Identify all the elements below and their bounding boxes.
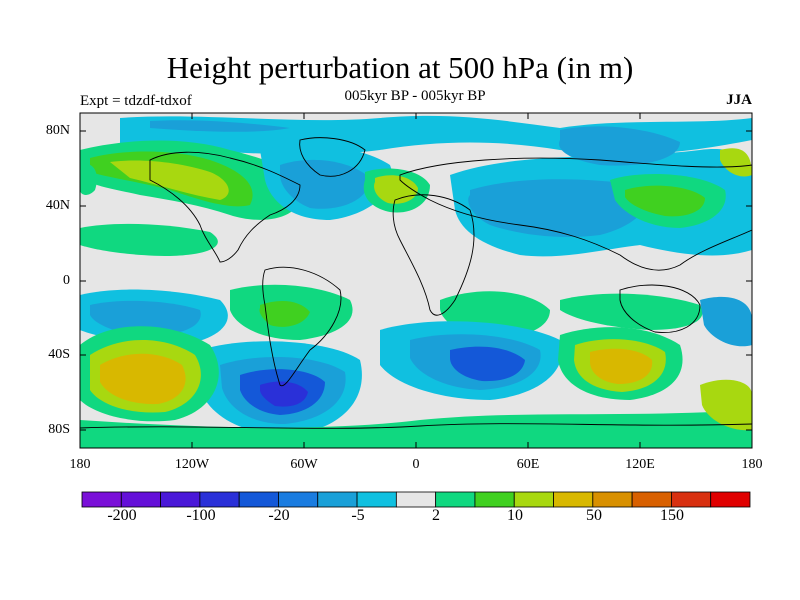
contour-blob: [468, 179, 648, 237]
colorbar-swatch: [435, 491, 476, 508]
colorbar-swatch: [120, 491, 161, 508]
colorbar-label: 50: [586, 507, 602, 524]
coastline-greenland: [299, 137, 366, 177]
contour-blob: [150, 120, 290, 132]
colorbar-swatch: [710, 491, 751, 508]
colorbar-swatch: [513, 491, 554, 508]
contour-blob: [100, 353, 186, 405]
contour-blob: [700, 379, 752, 431]
season-label: JJA: [726, 92, 752, 108]
lat-label: 40N: [45, 198, 70, 213]
colorbar-swatch: [553, 491, 594, 508]
contour-blob: [80, 223, 218, 256]
contour-blob: [450, 346, 525, 382]
contour-field: [80, 113, 752, 448]
contour-blob: [259, 300, 310, 327]
lat-label: 80N: [45, 123, 70, 138]
lat-label: 0: [63, 273, 70, 288]
colorbar-swatch: [592, 491, 633, 508]
lon-label: 180: [741, 457, 763, 472]
coastline-australia: [619, 284, 701, 333]
colorbar-swatch: [278, 491, 319, 508]
contour-blob: [720, 148, 752, 177]
chart-title: Height perturbation at 500 hPa (in m): [166, 50, 634, 85]
colorbar-label: 150: [660, 507, 684, 524]
coastline-antarctica: [80, 423, 752, 429]
contour-blob: [559, 126, 680, 166]
contour-blob: [80, 410, 752, 448]
coastline-north-america: [149, 151, 301, 263]
colorbar-label: -200: [107, 507, 137, 524]
colorbar-swatch: [317, 491, 358, 508]
colorbar: [81, 491, 751, 508]
lat-label: 80S: [48, 422, 70, 437]
contour-blob: [80, 164, 97, 195]
colorbar-swatch: [356, 491, 397, 508]
colorbar-swatch: [474, 491, 515, 508]
lat-label: 40S: [48, 347, 70, 362]
coastlines: [80, 137, 752, 429]
contour-blob: [625, 185, 705, 217]
lon-label: 120E: [625, 457, 655, 472]
colorbar-swatch: [199, 491, 240, 508]
colorbar-swatch: [631, 491, 672, 508]
contour-blob: [590, 348, 653, 384]
lon-label: 0: [412, 457, 420, 472]
colorbar-swatch: [160, 491, 201, 508]
coastline-africa: [392, 194, 475, 316]
lon-label: 60W: [290, 457, 318, 472]
lon-label: 60E: [516, 457, 540, 472]
colorbar-label: -20: [268, 507, 290, 524]
contour-blob: [90, 300, 201, 336]
chart-subtitle: 005kyr BP - 005kyr BP: [344, 88, 486, 104]
colorbar-swatch: [238, 491, 279, 508]
coastline-eurasia: [399, 157, 752, 271]
contour-blob: [700, 296, 752, 347]
colorbar-swatch: [671, 491, 712, 508]
axis-ticks: [80, 113, 752, 448]
colorbar-label: -5: [351, 507, 365, 524]
colorbar-swatch: [81, 491, 122, 508]
coastline-south-america: [262, 266, 342, 387]
contour-blob: [110, 160, 229, 200]
lon-label: 120W: [174, 457, 210, 472]
experiment-label: Expt = tdzdf-tdxof: [80, 93, 192, 109]
contour-blob: [260, 381, 308, 407]
colorbar-label: 2: [432, 507, 440, 524]
contour-blob: [560, 293, 703, 330]
lon-label: 180: [69, 457, 91, 472]
colorbar-label: 10: [507, 507, 523, 524]
colorbar-label: -100: [186, 507, 216, 524]
colorbar-swatch: [395, 491, 437, 508]
